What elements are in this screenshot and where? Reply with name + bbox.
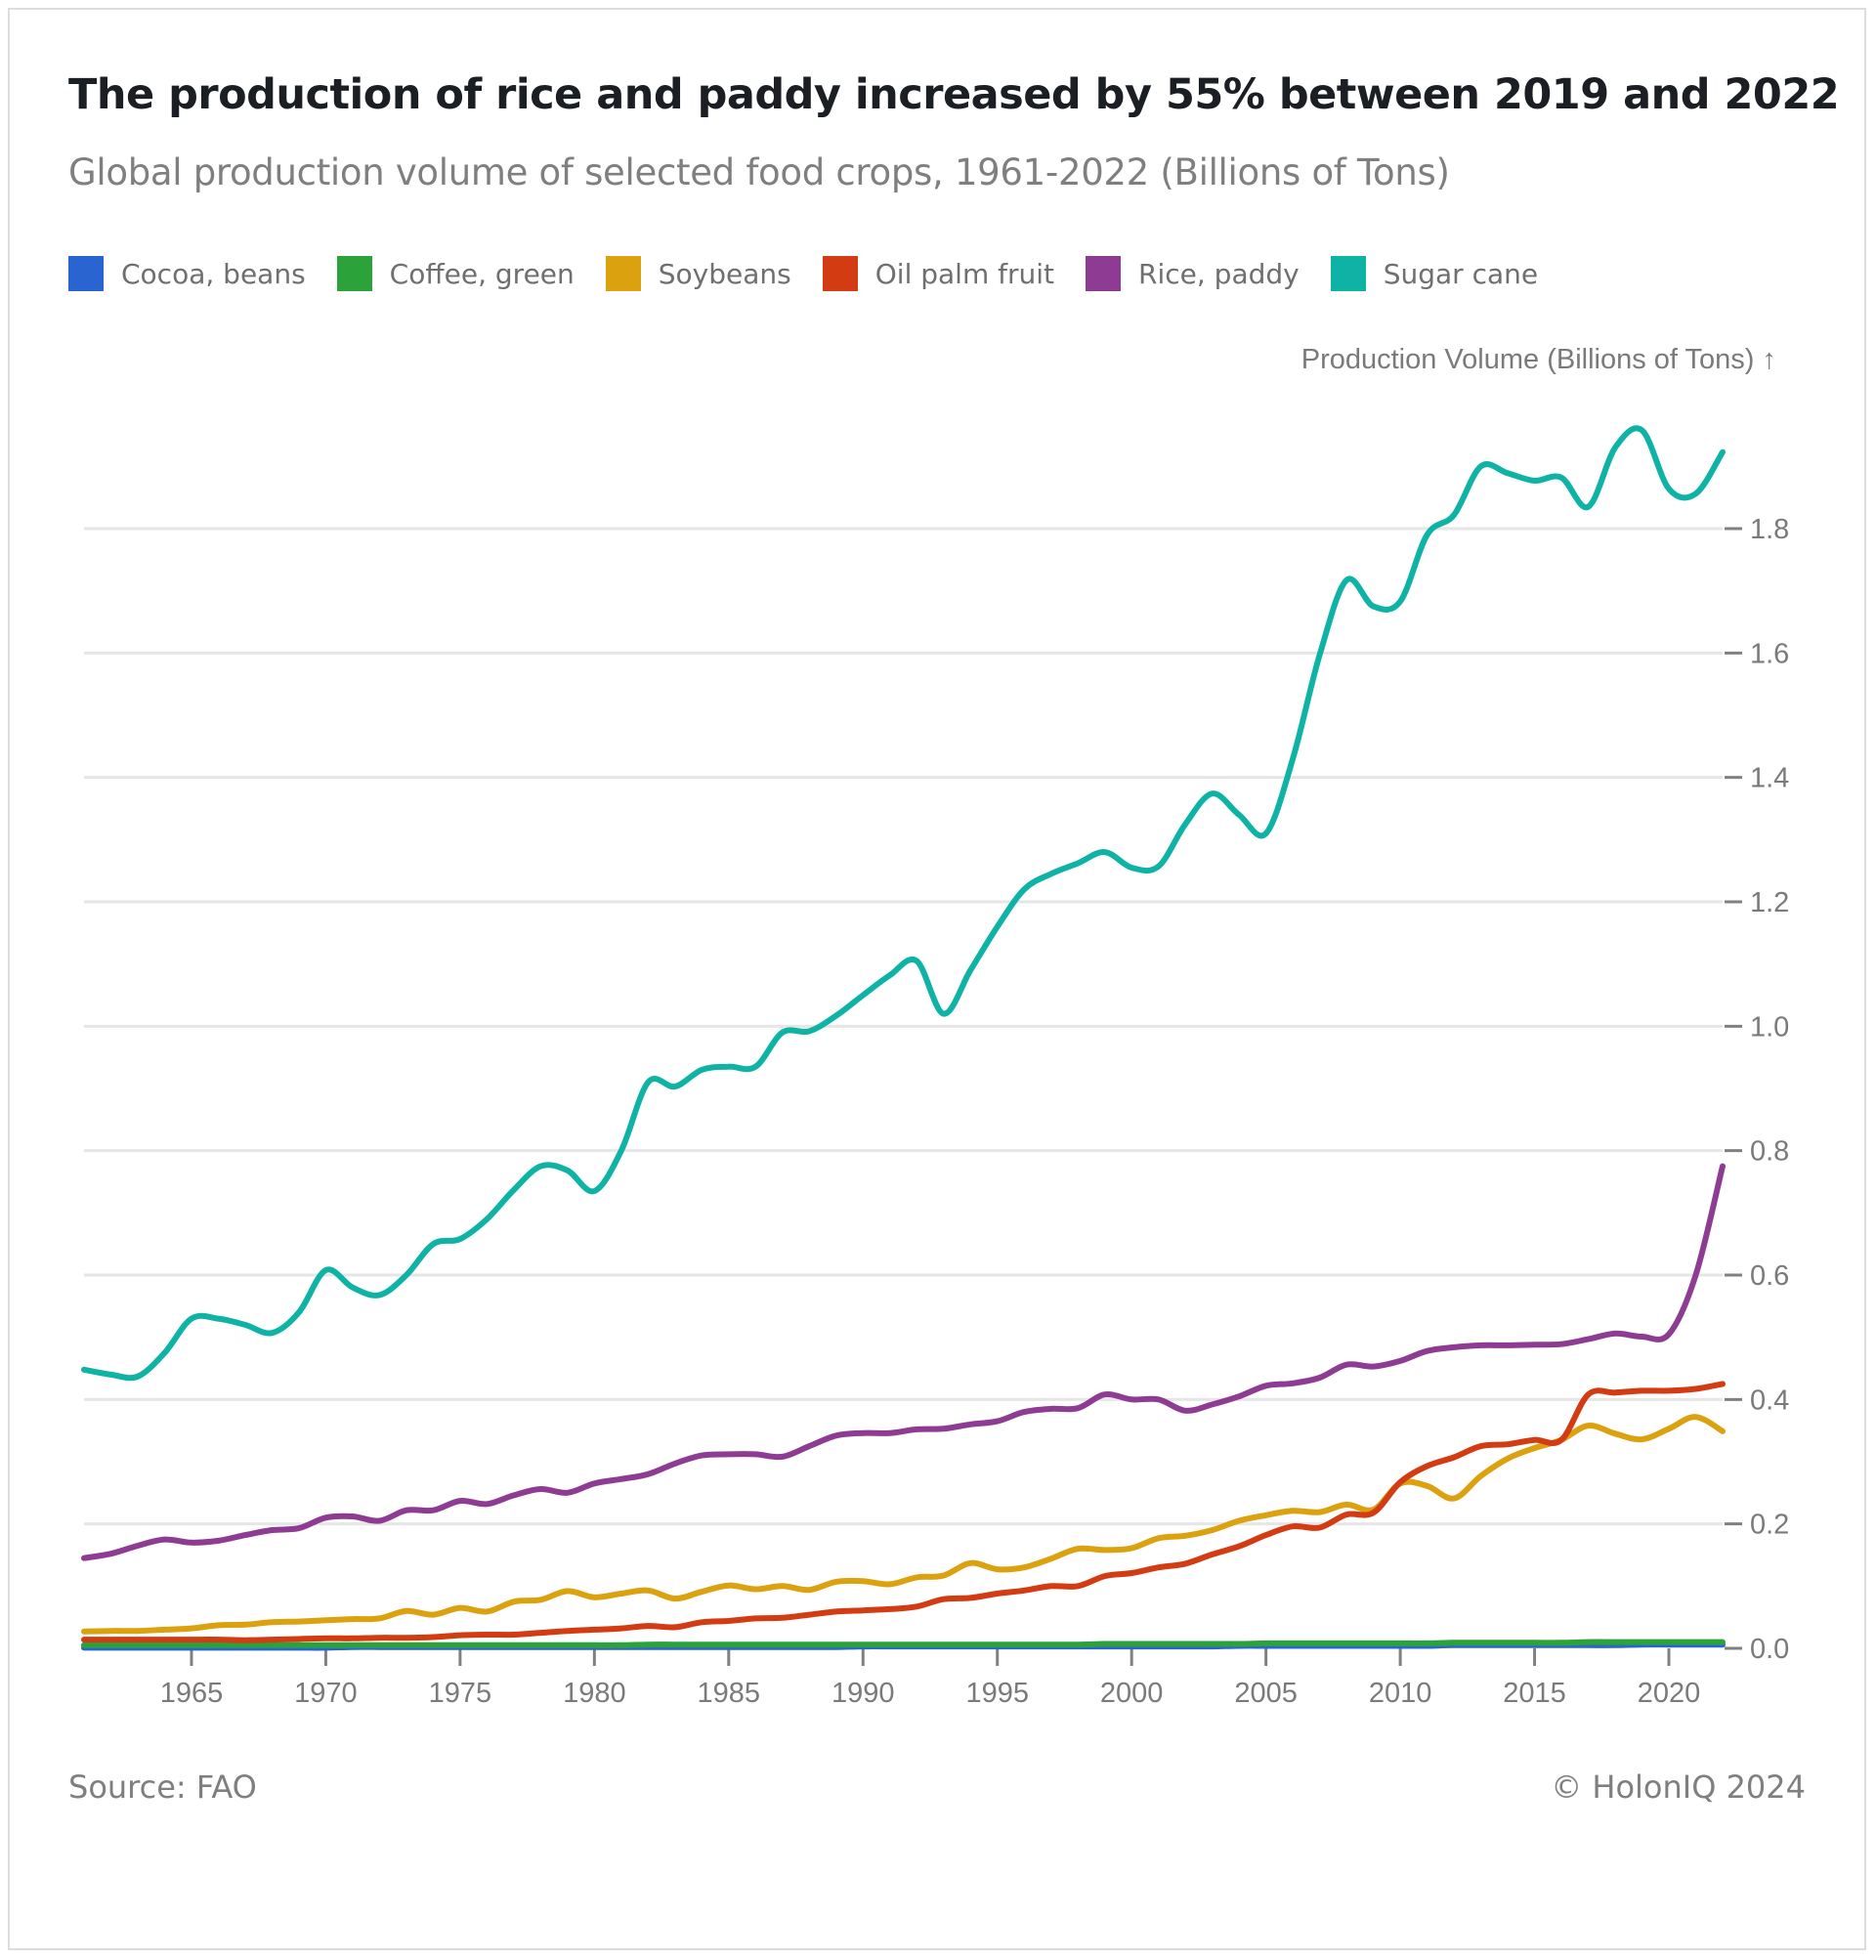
legend: Cocoa, beans Coffee, green Soybeans Oil … — [68, 256, 1569, 291]
x-tick-label: 2010 — [1369, 1678, 1432, 1709]
legend-item-soybeans[interactable]: Soybeans — [605, 256, 791, 291]
y-tick-label: 1.4 — [1750, 763, 1789, 794]
y-tick-label: 1.0 — [1750, 1011, 1789, 1043]
legend-item-rice[interactable]: Rice, paddy — [1086, 256, 1300, 291]
x-tick-label: 1970 — [294, 1678, 358, 1709]
series-line-sugar-cane[interactable] — [81, 425, 1726, 1382]
legend-label-rice: Rice, paddy — [1138, 257, 1300, 290]
legend-label-sugar-cane: Sugar cane — [1383, 257, 1539, 290]
y-tick-label: 0.4 — [1750, 1385, 1789, 1416]
y-axis: 0.0 0.2 0.4 0.6 0.8 1.0 1.2 1.4 1.6 1.8 — [1725, 514, 1789, 1665]
y-tick-label: 0.6 — [1750, 1260, 1789, 1292]
legend-label-coffee: Coffee, green — [389, 257, 575, 290]
legend-swatch-soybeans — [605, 256, 641, 291]
series-line-coffee[interactable] — [81, 1639, 1726, 1648]
x-tick-label: 1990 — [831, 1678, 895, 1709]
series-lines — [81, 425, 1726, 1651]
legend-swatch-sugar-cane — [1330, 256, 1366, 291]
x-tick-label: 2000 — [1100, 1678, 1164, 1709]
gridlines — [84, 527, 1723, 1526]
x-tick-label: 2020 — [1638, 1678, 1701, 1709]
series-line-oil-palm[interactable] — [81, 1381, 1726, 1643]
legend-swatch-coffee — [336, 256, 372, 291]
legend-item-cocoa[interactable]: Cocoa, beans — [68, 256, 306, 291]
x-tick-label: 1985 — [698, 1678, 761, 1709]
source-note: Source: FAO — [68, 1768, 257, 1806]
y-tick-label: 1.8 — [1750, 514, 1789, 545]
y-tick-label: 0.0 — [1750, 1634, 1789, 1665]
copyright-note: © HolonIQ 2024 — [1551, 1768, 1806, 1806]
x-tick-label: 2005 — [1234, 1678, 1298, 1709]
x-tick-label: 1965 — [160, 1678, 224, 1709]
y-axis-title: Production Volume (Billions of Tons) ↑ — [1300, 344, 1776, 375]
legend-label-cocoa: Cocoa, beans — [121, 257, 306, 290]
y-tick-label: 0.8 — [1750, 1136, 1789, 1168]
series-line-soybeans[interactable] — [81, 1414, 1726, 1635]
legend-swatch-oil-palm — [822, 256, 858, 291]
legend-item-coffee[interactable]: Coffee, green — [336, 256, 575, 291]
legend-label-soybeans: Soybeans — [658, 257, 791, 290]
x-tick-label: 1975 — [429, 1678, 492, 1709]
x-tick-label: 1995 — [965, 1678, 1029, 1709]
legend-swatch-cocoa — [68, 256, 104, 291]
y-tick-label: 1.2 — [1750, 887, 1789, 918]
chart-subtitle: Global production volume of selected foo… — [68, 151, 1450, 193]
y-tick-label: 0.2 — [1750, 1510, 1789, 1541]
x-tick-label: 1980 — [563, 1678, 626, 1709]
chart-title: The production of rice and paddy increas… — [68, 70, 1840, 119]
legend-swatch-rice — [1086, 256, 1122, 291]
x-axis: 1965 1970 1975 1980 1985 1990 1995 2000 2005 2010… — [160, 1648, 1701, 1709]
legend-item-oil-palm[interactable]: Oil palm fruit — [822, 256, 1055, 291]
legend-item-sugar-cane[interactable]: Sugar cane — [1330, 256, 1539, 291]
x-tick-label: 2015 — [1503, 1678, 1566, 1709]
legend-label-oil-palm: Oil palm fruit — [874, 257, 1055, 290]
series-line-rice[interactable] — [81, 1163, 1726, 1561]
chart-card — [8, 8, 1866, 1950]
y-tick-label: 1.6 — [1750, 638, 1789, 669]
